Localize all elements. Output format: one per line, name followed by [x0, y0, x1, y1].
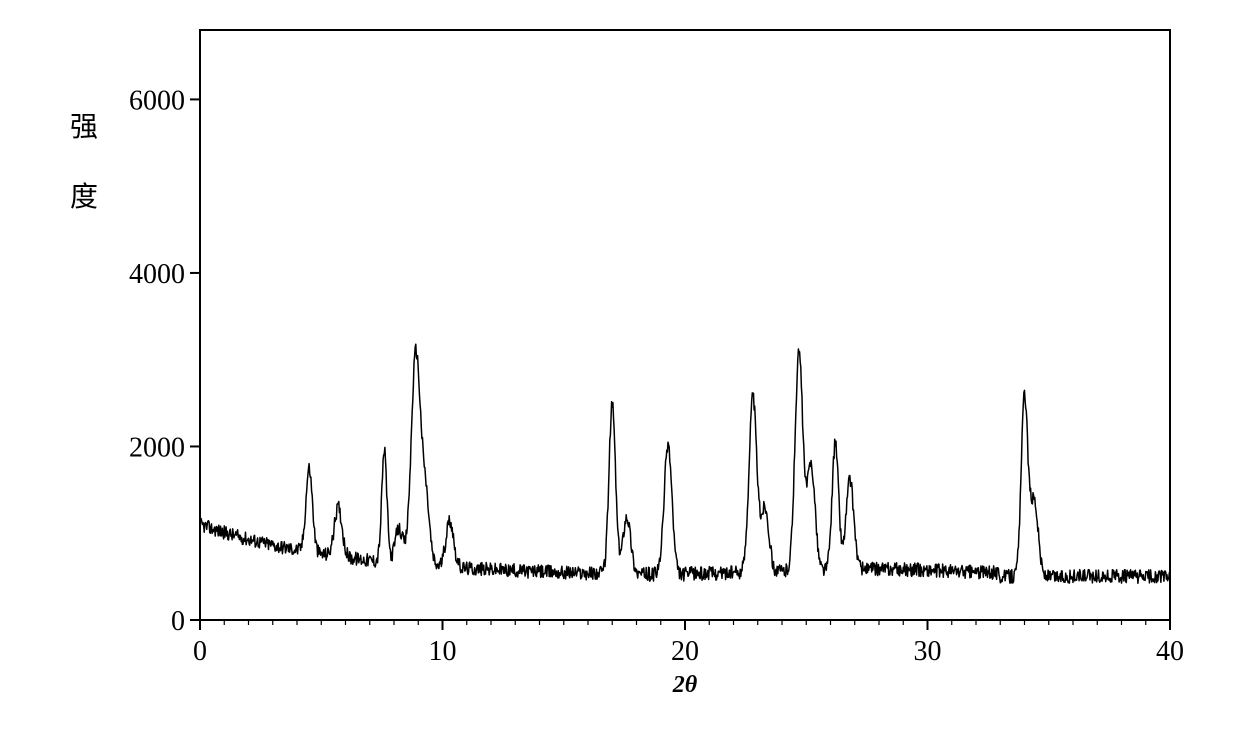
x-tick-label: 0	[193, 636, 207, 667]
y-tick-label: 4000	[129, 259, 185, 290]
x-tick-label: 20	[671, 636, 699, 667]
y-axis-label-char: 强	[70, 112, 98, 143]
y-tick-label: 2000	[129, 432, 185, 463]
chart-svg: 0 10 20 30 40 0 2000 4000 6000 强度 2θ	[60, 20, 1220, 720]
y-axis-label-char: 度	[70, 181, 98, 213]
plot-frame	[200, 30, 1170, 620]
x-tick-label: 40	[1156, 636, 1184, 667]
xrd-data-line	[200, 344, 1170, 583]
x-axis-title: 2θ	[672, 672, 698, 698]
y-tick-label: 6000	[129, 85, 185, 116]
xrd-chart: 0 10 20 30 40 0 2000 4000 6000 强度 2θ	[60, 20, 1220, 700]
y-tick-label: 0	[171, 606, 185, 637]
x-tick-label: 10	[429, 636, 457, 667]
x-tick-label: 30	[914, 636, 942, 667]
